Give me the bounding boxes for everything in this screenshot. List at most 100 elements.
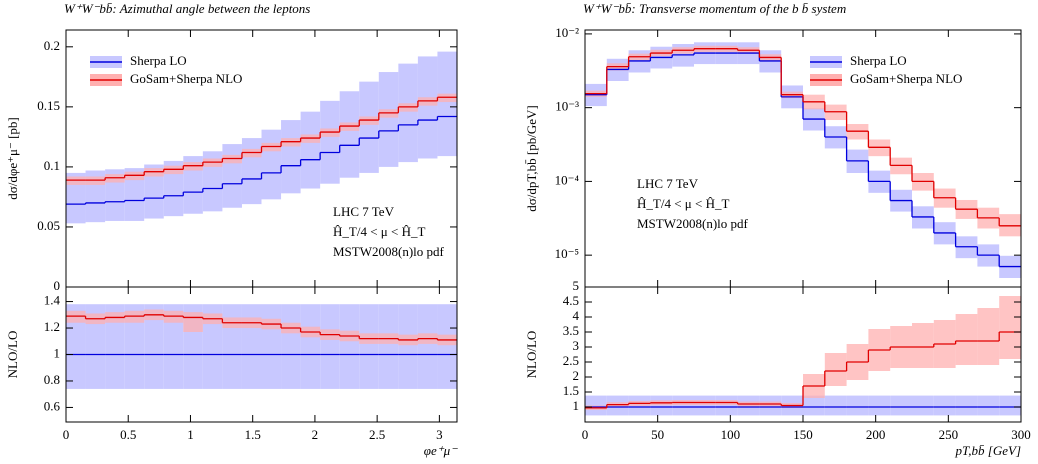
uncertainty-band [241,138,262,205]
uncertainty-band [300,304,321,389]
x-tick-label: 300 [1011,427,1031,442]
y-tick-label: 10⁻³ [555,99,579,114]
uncertainty-band [320,100,340,184]
uncertainty-band [163,304,184,389]
x-tick-label: 250 [939,427,959,442]
uncertainty-band [124,304,145,389]
y-tick-label: 10⁻⁵ [555,246,579,261]
uncertainty-band [144,304,164,389]
uncertainty-band [955,314,978,365]
x-tick-label: 1.5 [245,427,261,442]
uncertainty-band [85,304,106,389]
x-tick-label: 100 [721,427,741,442]
uncertainty-band [105,304,125,389]
uncertainty-band [955,395,978,416]
y-tick-label: 3.5 [563,323,579,338]
legend-label: GoSam+Sherpa NLO [850,71,962,86]
uncertainty-band [977,308,1000,365]
annotation: MSTW2008(n)lo pdf [333,244,445,259]
y-tick-label: 0.6 [44,398,61,413]
x-tick-label: 0 [582,427,589,442]
uncertainty-band [824,353,847,386]
legend-label: Sherpa LO [130,53,187,68]
uncertainty-band [650,395,673,416]
uncertainty-band [999,395,1021,416]
annotation: LHC 7 TeV [333,204,395,219]
chart-title: W⁺W⁻bb̄: Transverse momentum of the b b̄… [583,1,846,16]
uncertainty-band [417,304,438,389]
plot-area [66,304,457,389]
uncertainty-band [694,395,716,416]
uncertainty-band [163,160,184,217]
uncertainty-band [66,304,86,389]
x-tick-label: 2.5 [369,427,385,442]
y-tick-label: 0.2 [44,38,60,53]
y-tick-label: 0.15 [37,98,60,113]
y-tick-label: 1.4 [44,293,61,308]
y-tick-label: 5 [573,278,580,293]
x-tick-label: 0 [63,427,70,442]
uncertainty-band [261,304,282,389]
uncertainty-band [320,304,340,389]
y-tick-label: 1 [54,345,61,360]
annotation: Ĥ_T/4 < μ < Ĥ_T [333,224,425,239]
y-tick-label: 10⁻⁴ [555,172,580,187]
y-axis-label: dσ/dpT,bb̄ [pb/GeV] [524,105,539,211]
uncertainty-band [803,395,825,416]
uncertainty-band [437,304,457,389]
uncertainty-band [824,395,847,416]
uncertainty-band [359,304,379,389]
uncertainty-band [999,296,1021,359]
uncertainty-band [672,395,694,416]
y-axis-label: NLO/LO [524,331,539,379]
x-tick-label: 50 [651,427,664,442]
uncertainty-band [261,129,282,200]
legend-label: GoSam+Sherpa NLO [130,71,242,86]
uncertainty-band [977,395,1000,416]
uncertainty-band [281,120,301,194]
plot-area [66,51,457,224]
uncertainty-band [417,56,438,159]
uncertainty-band [124,310,145,323]
plot-area [585,296,1021,416]
y-tick-label: 3 [573,338,580,353]
y-tick-label: 0.1 [44,158,60,173]
x-tick-label: 1 [187,427,194,442]
uncertainty-band [846,395,869,416]
annotation: Ĥ_T/4 < μ < Ĥ_T [637,196,729,211]
y-axis-label: NLO/LO [5,331,20,379]
y-tick-label: 1.5 [563,383,579,398]
y-tick-label: 2 [573,368,580,383]
uncertainty-band [144,164,164,219]
uncertainty-band [398,304,418,389]
uncertainty-band [715,395,738,416]
uncertainty-band [66,172,86,224]
uncertainty-band [398,63,418,163]
uncertainty-band [912,323,934,368]
y-tick-label: 4 [573,308,580,323]
uncertainty-band [868,395,891,416]
y-tick-label: 10⁻² [555,25,579,40]
uncertainty-band [359,81,379,173]
y-tick-label: 0.05 [37,218,60,233]
plot-area [585,42,1021,279]
uncertainty-band [124,168,145,221]
uncertainty-band [202,304,223,389]
x-tick-label: 200 [866,427,886,442]
legend-label: Sherpa LO [850,53,907,68]
uncertainty-band [933,395,956,416]
uncertainty-band [339,91,360,178]
uncertainty-band [163,310,184,323]
uncertainty-band [300,111,321,189]
y-tick-label: 1.2 [44,319,60,334]
annotation: LHC 7 TeV [637,176,699,191]
x-tick-label: 150 [793,427,813,442]
x-axis-label: φe⁺μ⁻ [424,443,458,458]
uncertainty-band [222,304,242,389]
y-axis-label: dσ/dφe⁺μ⁻ [pb] [5,117,20,200]
uncertainty-band [241,304,262,389]
x-axis-label: pT,bb̄ [GeV] [955,443,1021,458]
annotation: MSTW2008(n)lo pdf [637,216,749,231]
y-tick-label: 4.5 [563,293,579,308]
x-tick-label: 3 [436,427,443,442]
